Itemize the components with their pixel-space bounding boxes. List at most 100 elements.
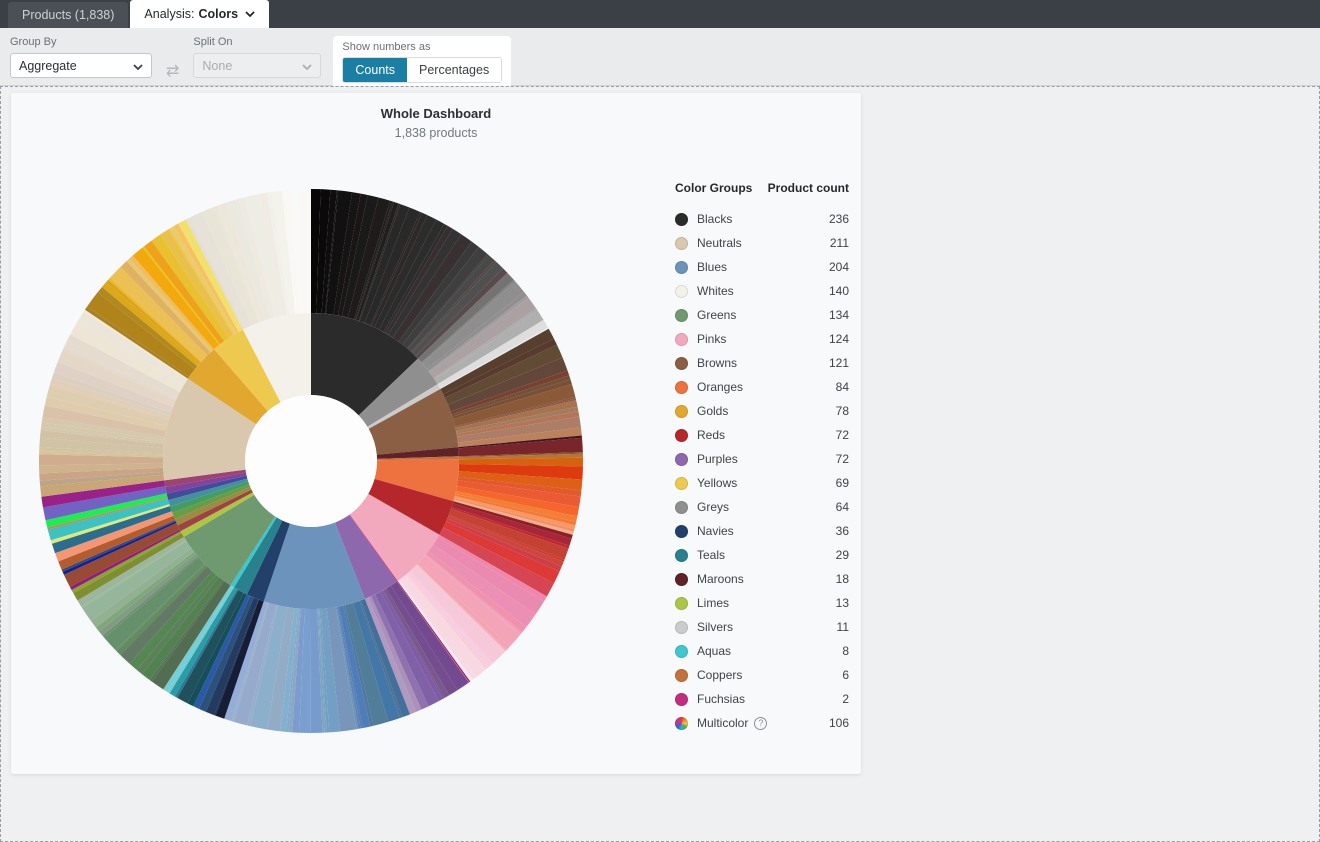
legend-group-label: Coppers bbox=[697, 668, 743, 682]
color-groups-legend: Color Groups Product count Blacks 236 Ne… bbox=[675, 181, 849, 735]
group-by-value: Aggregate bbox=[19, 58, 77, 73]
legend-color-dot bbox=[675, 500, 688, 514]
tab-analysis-colors[interactable]: Analysis: Colors bbox=[130, 0, 270, 28]
legend-color-dot bbox=[675, 284, 688, 298]
legend-group-label: Multicolor bbox=[697, 716, 749, 730]
card-subtitle: 1,838 products bbox=[394, 126, 478, 140]
legend-group-label: Greys bbox=[697, 500, 730, 514]
numbers-toggle: Counts Percentages bbox=[342, 57, 503, 83]
legend-count: 29 bbox=[835, 548, 849, 562]
legend-group-label: Yellows bbox=[697, 476, 738, 490]
group-by-label: Group By bbox=[10, 36, 57, 48]
legend-count: 121 bbox=[828, 356, 849, 370]
chevron-down-icon bbox=[133, 59, 143, 73]
legend-group-label: Teals bbox=[697, 548, 726, 562]
legend-row[interactable]: Maroons 18 bbox=[675, 567, 849, 591]
legend-group-label: Purples bbox=[697, 452, 738, 466]
legend-count: 36 bbox=[835, 524, 849, 538]
legend-group-label: Fuchsias bbox=[697, 692, 746, 706]
legend-count: 64 bbox=[835, 500, 849, 514]
legend-rows: Blacks 236 Neutrals 211 Blues 204 Whites… bbox=[675, 207, 849, 735]
legend-group-label: Reds bbox=[697, 428, 726, 442]
sunburst-chart[interactable] bbox=[33, 183, 589, 739]
legend-group-label: Greens bbox=[697, 308, 737, 322]
card-title: Whole Dashboard bbox=[380, 106, 492, 121]
legend-row[interactable]: Pinks 124 bbox=[675, 327, 849, 351]
swap-axes-icon[interactable]: ⇄ bbox=[166, 63, 180, 80]
legend-group-label: Neutrals bbox=[697, 236, 742, 250]
legend-group-label: Silvers bbox=[697, 620, 734, 634]
legend-row[interactable]: Golds 78 bbox=[675, 399, 849, 423]
legend-row[interactable]: Yellows 69 bbox=[675, 471, 849, 495]
legend-count: 6 bbox=[842, 668, 849, 682]
legend-group-label: Whites bbox=[697, 284, 734, 298]
legend-color-dot bbox=[675, 332, 688, 346]
legend-group-label: Blacks bbox=[697, 212, 733, 226]
legend-row[interactable]: Multicolor ? 106 bbox=[675, 711, 849, 735]
legend-header-count: Product count bbox=[767, 181, 849, 195]
group-by-select[interactable]: Aggregate bbox=[10, 53, 152, 78]
top-tab-bar: Products (1,838) Analysis: Colors bbox=[0, 0, 1320, 28]
legend-row[interactable]: Greens 134 bbox=[675, 303, 849, 327]
percentages-button[interactable]: Percentages bbox=[407, 58, 502, 82]
legend-row[interactable]: Reds 72 bbox=[675, 423, 849, 447]
legend-color-dot bbox=[675, 692, 688, 706]
show-numbers-label: Show numbers as bbox=[342, 41, 431, 53]
legend-count: 8 bbox=[842, 644, 849, 658]
legend-row[interactable]: Greys 64 bbox=[675, 495, 849, 519]
legend-group-label: Pinks bbox=[697, 332, 727, 346]
legend-group-label: Oranges bbox=[697, 380, 744, 394]
legend-header-groups: Color Groups bbox=[675, 181, 753, 195]
legend-color-dot bbox=[675, 596, 688, 610]
legend-count: 84 bbox=[835, 380, 849, 394]
legend-color-dot bbox=[675, 260, 688, 274]
split-on-select[interactable]: None bbox=[193, 53, 322, 78]
legend-row[interactable]: Blues 204 bbox=[675, 255, 849, 279]
legend-color-dot bbox=[675, 452, 688, 466]
legend-count: 72 bbox=[835, 452, 849, 466]
legend-group-label: Limes bbox=[697, 596, 730, 610]
legend-row[interactable]: Coppers 6 bbox=[675, 663, 849, 687]
legend-color-dot bbox=[675, 716, 688, 730]
whole-dashboard-card: Whole Dashboard 1,838 products Color Gro… bbox=[11, 93, 861, 774]
legend-color-dot bbox=[675, 572, 688, 586]
legend-row[interactable]: Neutrals 211 bbox=[675, 231, 849, 255]
legend-color-dot bbox=[675, 548, 688, 562]
legend-group-label: Maroons bbox=[697, 572, 744, 586]
help-icon[interactable]: ? bbox=[754, 716, 768, 730]
legend-color-dot bbox=[675, 524, 688, 538]
legend-count: 211 bbox=[829, 236, 849, 250]
legend-row[interactable]: Oranges 84 bbox=[675, 375, 849, 399]
legend-color-dot bbox=[675, 644, 688, 658]
legend-count: 13 bbox=[835, 596, 849, 610]
legend-row[interactable]: Blacks 236 bbox=[675, 207, 849, 231]
legend-color-dot bbox=[675, 428, 688, 442]
legend-row[interactable]: Aquas 8 bbox=[675, 639, 849, 663]
legend-color-dot bbox=[675, 476, 688, 490]
legend-count: 11 bbox=[836, 620, 849, 634]
legend-count: 69 bbox=[835, 476, 849, 490]
legend-count: 78 bbox=[835, 404, 849, 418]
legend-color-dot bbox=[675, 212, 688, 226]
legend-color-dot bbox=[675, 620, 688, 634]
legend-color-dot bbox=[675, 308, 688, 322]
legend-color-dot bbox=[675, 356, 688, 370]
split-on-value: None bbox=[202, 58, 233, 73]
legend-row[interactable]: Fuchsias 2 bbox=[675, 687, 849, 711]
chevron-down-icon bbox=[302, 59, 313, 73]
legend-count: 2 bbox=[842, 692, 849, 706]
split-on-label: Split On bbox=[193, 36, 233, 48]
legend-row[interactable]: Limes 13 bbox=[675, 591, 849, 615]
legend-row[interactable]: Browns 121 bbox=[675, 351, 849, 375]
legend-row[interactable]: Purples 72 bbox=[675, 447, 849, 471]
legend-row[interactable]: Whites 140 bbox=[675, 279, 849, 303]
analysis-panel: Whole Dashboard 1,838 products Color Gro… bbox=[0, 86, 1320, 842]
legend-row[interactable]: Silvers 11 bbox=[675, 615, 849, 639]
legend-row[interactable]: Navies 36 bbox=[675, 519, 849, 543]
legend-row[interactable]: Teals 29 bbox=[675, 543, 849, 567]
legend-header: Color Groups Product count bbox=[675, 181, 849, 195]
legend-count: 140 bbox=[828, 284, 849, 298]
tab-products[interactable]: Products (1,838) bbox=[8, 2, 129, 28]
legend-count: 124 bbox=[828, 332, 849, 346]
counts-button[interactable]: Counts bbox=[343, 58, 408, 82]
